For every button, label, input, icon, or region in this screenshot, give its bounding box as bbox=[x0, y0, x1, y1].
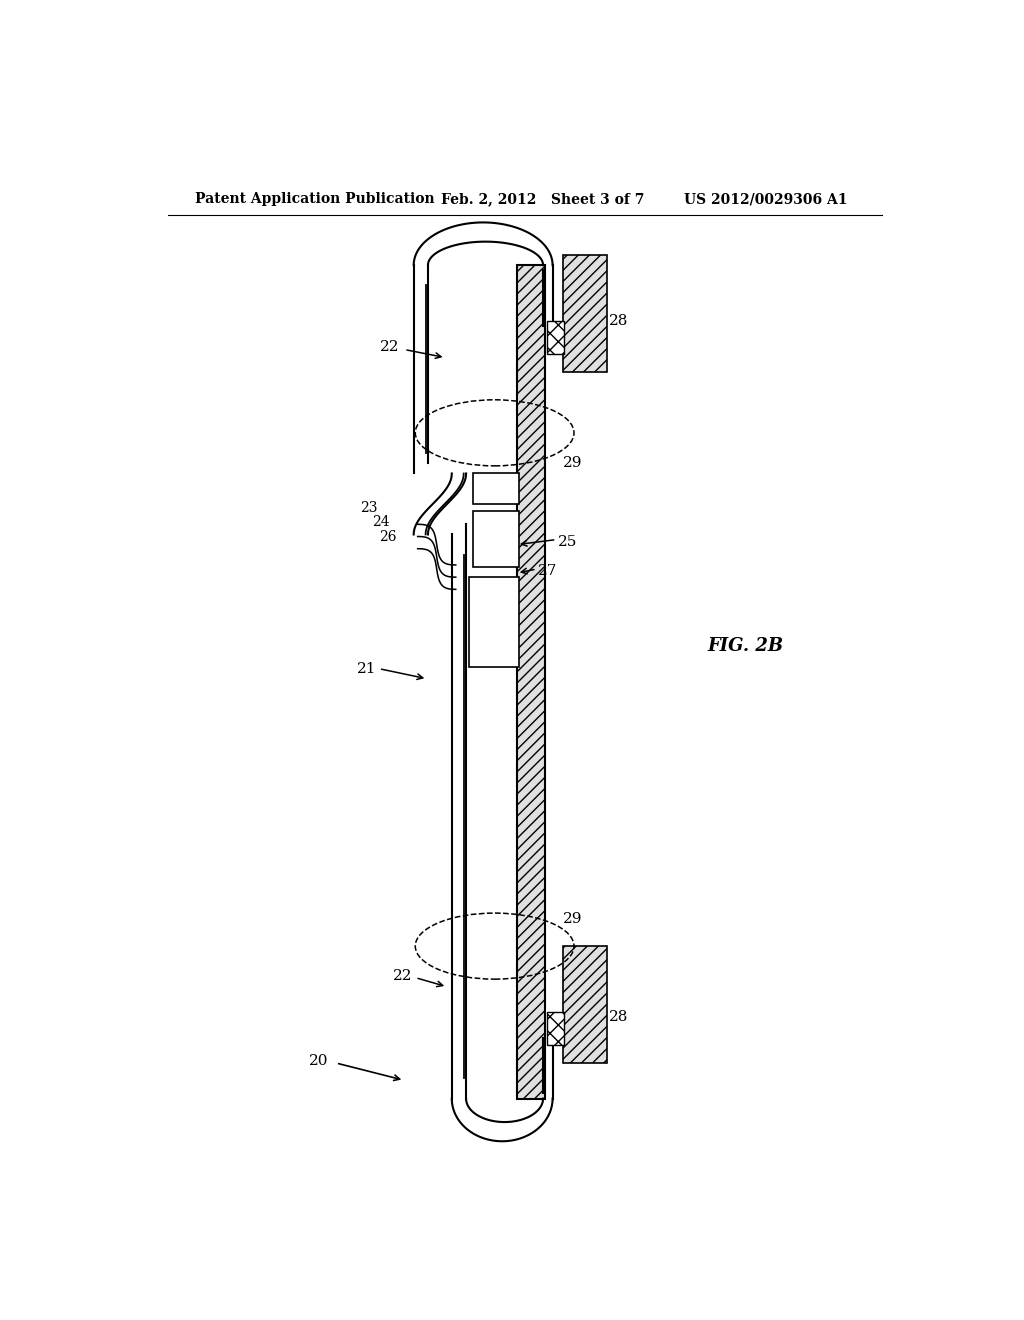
Text: 29: 29 bbox=[563, 912, 583, 925]
Bar bbox=[473, 511, 519, 568]
Text: 22: 22 bbox=[393, 969, 413, 982]
Text: 25: 25 bbox=[558, 535, 578, 549]
Text: 28: 28 bbox=[609, 314, 629, 329]
Bar bbox=[473, 474, 519, 504]
Text: 29: 29 bbox=[563, 457, 583, 470]
Text: 20: 20 bbox=[309, 1053, 329, 1068]
Text: US 2012/0029306 A1: US 2012/0029306 A1 bbox=[684, 191, 847, 206]
Text: 27: 27 bbox=[538, 564, 557, 578]
Text: FIG. 2B: FIG. 2B bbox=[708, 638, 783, 655]
Bar bbox=[563, 946, 606, 1063]
Text: 23: 23 bbox=[359, 502, 377, 515]
Bar bbox=[547, 1012, 564, 1044]
Text: 26: 26 bbox=[379, 529, 396, 544]
Bar bbox=[469, 577, 519, 667]
Text: 22: 22 bbox=[380, 341, 399, 355]
Text: 24: 24 bbox=[373, 515, 390, 529]
Bar bbox=[517, 265, 545, 1098]
Bar bbox=[547, 321, 564, 354]
Bar bbox=[563, 255, 606, 372]
Text: Feb. 2, 2012   Sheet 3 of 7: Feb. 2, 2012 Sheet 3 of 7 bbox=[441, 191, 645, 206]
Text: 21: 21 bbox=[356, 661, 376, 676]
Text: 28: 28 bbox=[609, 1010, 629, 1024]
Text: Patent Application Publication: Patent Application Publication bbox=[196, 191, 435, 206]
